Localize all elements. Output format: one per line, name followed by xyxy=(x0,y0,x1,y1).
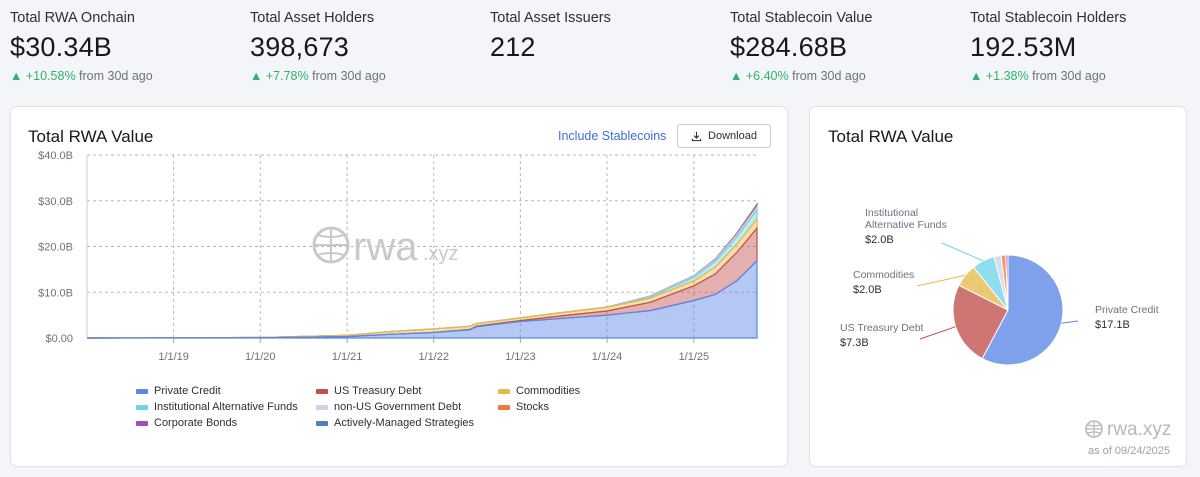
legend-swatch xyxy=(316,420,328,426)
pie-label-name: US Treasury Debt xyxy=(840,322,924,334)
stat-value: $284.68B xyxy=(730,32,848,62)
legend-label: US Treasury Debt xyxy=(334,385,422,397)
stat-value: 398,673 xyxy=(250,32,349,62)
legend-item[interactable]: Stocks xyxy=(498,401,549,413)
pie-leader-line xyxy=(1061,320,1079,324)
watermark-text-xyz: .xyz xyxy=(423,243,459,265)
stat-title: Total Stablecoin Holders xyxy=(970,10,1127,26)
pie-leader-line xyxy=(916,274,966,287)
chart-legend: Private Credit US Treasury Debt Commoditie… xyxy=(136,385,656,445)
stat-change: ▲ +7.78% from 30d ago xyxy=(250,69,386,83)
rwa-pie-chart-card: Total RWA Value Private Credit $17.1B US T… xyxy=(809,106,1187,467)
x-tick-label: 1/1/24 xyxy=(592,351,623,363)
legend-item[interactable]: Institutional Alternative Funds xyxy=(136,401,298,413)
x-tick-label: 1/1/20 xyxy=(245,351,276,363)
watermark-logo: rwa.xyz xyxy=(1107,419,1171,441)
stat-title: Total Asset Holders xyxy=(250,10,375,26)
stat-change: ▲ +6.40% from 30d ago xyxy=(730,69,866,83)
y-tick-label: $0.00 xyxy=(45,333,73,345)
legend-label: Institutional Alternative Funds xyxy=(154,401,298,413)
stat-value: $30.34B xyxy=(10,32,112,62)
x-tick-label: 1/1/22 xyxy=(418,351,449,363)
download-button[interactable]: Download xyxy=(677,124,771,148)
watermark: rwa .xyz xyxy=(312,225,459,269)
watermark-text: rwa xyxy=(353,225,418,269)
rwa-area-chart-card: Total RWA Value Include Stablecoins Down… xyxy=(10,106,788,467)
pie-label-name: Alternative Funds xyxy=(865,219,947,231)
legend-label: Actively-Managed Strategies xyxy=(334,417,475,429)
area-private-credit xyxy=(86,259,758,339)
stat-title: Total Stablecoin Value xyxy=(730,10,873,26)
legend-label: Commodities xyxy=(516,385,581,397)
legend-label: Private Credit xyxy=(154,385,221,397)
stat-change-pct: +6.40% xyxy=(745,69,789,83)
card-title: Total RWA Value xyxy=(28,127,154,146)
pie-label-value: $7.3B xyxy=(840,337,869,349)
y-tick-label: $20.0B xyxy=(38,242,73,254)
up-arrow-icon: ▲ xyxy=(970,69,983,83)
stat-change-pct: +1.38% xyxy=(985,69,1029,83)
pie-label-name: Institutional xyxy=(865,207,918,219)
pie-label-value: $2.0B xyxy=(853,284,882,296)
stat-change-suffix: from 30d ago xyxy=(1032,69,1106,83)
as-of-date: as of 09/24/2025 xyxy=(1088,445,1170,457)
pie-leader-line xyxy=(919,326,956,340)
y-tick-label: $40.0B xyxy=(38,150,73,162)
legend-swatch xyxy=(136,388,148,394)
up-arrow-icon: ▲ xyxy=(250,69,263,83)
legend-item[interactable]: non-US Government Debt xyxy=(316,401,461,413)
stat-title: Total Asset Issuers xyxy=(490,10,611,26)
stats-row: Total RWA Onchain $30.34B ▲ +10.58% from… xyxy=(10,0,1200,100)
card-title: Total RWA Value xyxy=(828,127,954,146)
include-stablecoins-link[interactable]: Include Stablecoins xyxy=(558,129,667,143)
pie-label-name: Commodities xyxy=(853,269,914,281)
area-series xyxy=(86,202,758,339)
stat-change: ▲ +10.58% from 30d ago xyxy=(10,69,153,83)
pie-label-name: Private Credit xyxy=(1095,304,1159,316)
pie-chart: Private Credit $17.1B US Treasury Debt $7.3… xyxy=(840,207,1159,366)
legend-item[interactable]: Actively-Managed Strategies xyxy=(316,417,474,429)
stat-change-suffix: from 30d ago xyxy=(79,69,153,83)
x-tick-label: 1/1/21 xyxy=(332,351,363,363)
legend-swatch xyxy=(316,388,328,394)
legend-swatch xyxy=(498,404,510,410)
legend-swatch xyxy=(136,420,148,426)
stat-change: ▲ +1.38% from 30d ago xyxy=(970,69,1106,83)
up-arrow-icon: ▲ xyxy=(730,69,743,83)
legend-item[interactable]: Corporate Bonds xyxy=(136,417,237,429)
pie-slice-corporate-bonds[interactable] xyxy=(1005,254,1009,311)
stat-change-pct: +7.78% xyxy=(265,69,309,83)
download-label: Download xyxy=(708,130,757,142)
pie-label-value: $2.0B xyxy=(865,234,894,246)
legend-item[interactable]: Private Credit xyxy=(136,385,221,397)
chart-axes: $0.00 $10.0B $20.0B $30.0B $40.0B 1/1/19 1/1/2… xyxy=(38,150,709,363)
legend-item[interactable]: Commodities xyxy=(498,385,580,397)
legend-label: Stocks xyxy=(516,401,550,413)
download-icon xyxy=(691,131,702,141)
area-chart: rwa .xyz $0.00 $10.0B $20.0B $30.0B $40.0B 1/… xyxy=(38,150,758,363)
y-tick-label: $10.0B xyxy=(38,287,73,299)
pie-slice-private-credit[interactable] xyxy=(981,254,1064,366)
stat-value: 212 xyxy=(490,32,536,62)
stat-value: 192.53M xyxy=(970,32,1077,62)
legend-swatch xyxy=(316,404,328,410)
pie-leader-line xyxy=(941,242,984,262)
y-tick-label: $30.0B xyxy=(38,196,73,208)
legend-label: Corporate Bonds xyxy=(154,417,238,429)
x-tick-label: 1/1/23 xyxy=(505,351,536,363)
stat-change-suffix: from 30d ago xyxy=(792,69,866,83)
globe-icon xyxy=(1085,420,1103,438)
watermark-text: rwa.xyz xyxy=(1107,419,1172,440)
x-tick-label: 1/1/19 xyxy=(158,351,189,363)
legend-swatch xyxy=(136,404,148,410)
pie-label-value: $17.1B xyxy=(1095,319,1130,331)
stat-change-suffix: from 30d ago xyxy=(312,69,386,83)
legend-label: non-US Government Debt xyxy=(334,401,462,413)
up-arrow-icon: ▲ xyxy=(10,69,23,83)
legend-swatch xyxy=(498,388,510,394)
stat-change-pct: +10.58% xyxy=(25,69,76,83)
stat-title: Total RWA Onchain xyxy=(10,10,135,26)
x-tick-label: 1/1/25 xyxy=(679,351,710,363)
legend-item[interactable]: US Treasury Debt xyxy=(316,385,421,397)
